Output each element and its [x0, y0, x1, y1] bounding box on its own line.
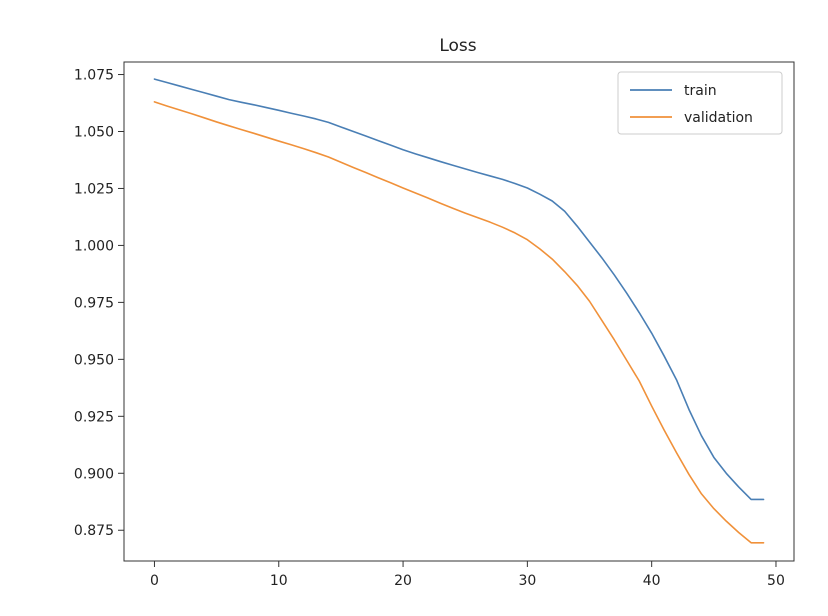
x-tick-label: 50 — [767, 573, 785, 589]
y-tick-label: 0.950 — [74, 352, 114, 368]
y-axis: 0.875 0.900 0.925 0.950 0.975 1.000 1.025 1.050… — [74, 68, 124, 539]
chart-title: Loss — [439, 36, 476, 56]
y-tick-label: 1.025 — [74, 181, 114, 197]
y-tick-label: 1.050 — [74, 124, 114, 140]
y-tick-label: 0.925 — [74, 409, 114, 425]
x-tick-label: 30 — [518, 573, 536, 589]
legend: train validation — [617, 71, 783, 135]
y-tick-label: 0.900 — [74, 466, 114, 482]
y-tick-label: 1.000 — [74, 238, 114, 254]
legend-label-validation: validation — [684, 110, 753, 126]
legend-label-train: train — [684, 83, 717, 99]
x-tick-label: 40 — [643, 573, 661, 589]
x-tick-label: 0 — [150, 573, 159, 589]
y-tick-label: 0.875 — [74, 523, 114, 539]
x-axis: 0 10 20 30 40 50 — [150, 561, 785, 589]
x-tick-label: 20 — [394, 573, 412, 589]
x-tick-label: 10 — [270, 573, 288, 589]
plot-lines — [153, 78, 765, 544]
series-line-validation — [153, 101, 765, 544]
legend-box — [617, 71, 783, 135]
y-tick-label: 0.975 — [74, 295, 114, 311]
series-line-train — [153, 78, 765, 501]
y-tick-label: 1.075 — [74, 68, 114, 84]
plot-frame — [123, 61, 795, 562]
